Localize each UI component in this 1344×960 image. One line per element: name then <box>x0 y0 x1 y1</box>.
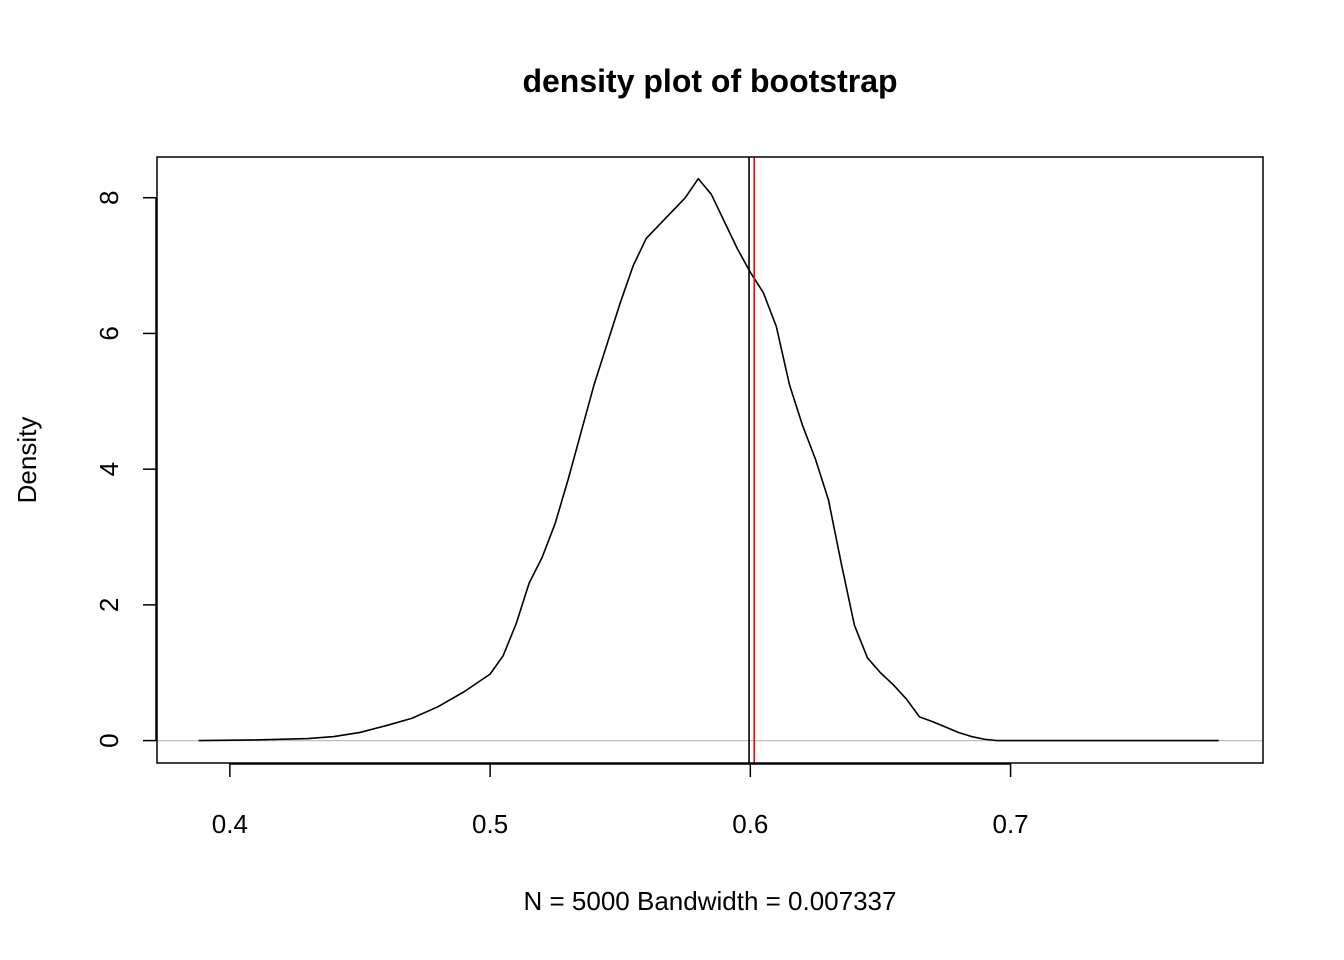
x-axis-label: N = 5000 Bandwidth = 0.007337 <box>524 886 897 916</box>
y-tick-label: 8 <box>94 190 124 204</box>
x-axis: 0.4 0.5 0.6 0.7 <box>212 763 1029 839</box>
plot-area <box>157 157 1263 763</box>
x-tick-label: 0.4 <box>212 809 248 839</box>
chart-title: density plot of bootstrap <box>522 63 897 99</box>
y-tick-label: 2 <box>94 598 124 612</box>
x-tick-label: 0.7 <box>992 809 1028 839</box>
x-tick-label: 0.5 <box>472 809 508 839</box>
y-axis-label: Density <box>12 417 42 504</box>
x-tick-label: 0.6 <box>732 809 768 839</box>
y-tick-label: 4 <box>94 462 124 476</box>
y-tick-label: 6 <box>94 326 124 340</box>
density-curve <box>198 177 1219 742</box>
y-axis: 0 2 4 6 8 <box>94 190 157 748</box>
y-tick-label: 0 <box>94 733 124 747</box>
plot-frame <box>156 156 1264 764</box>
